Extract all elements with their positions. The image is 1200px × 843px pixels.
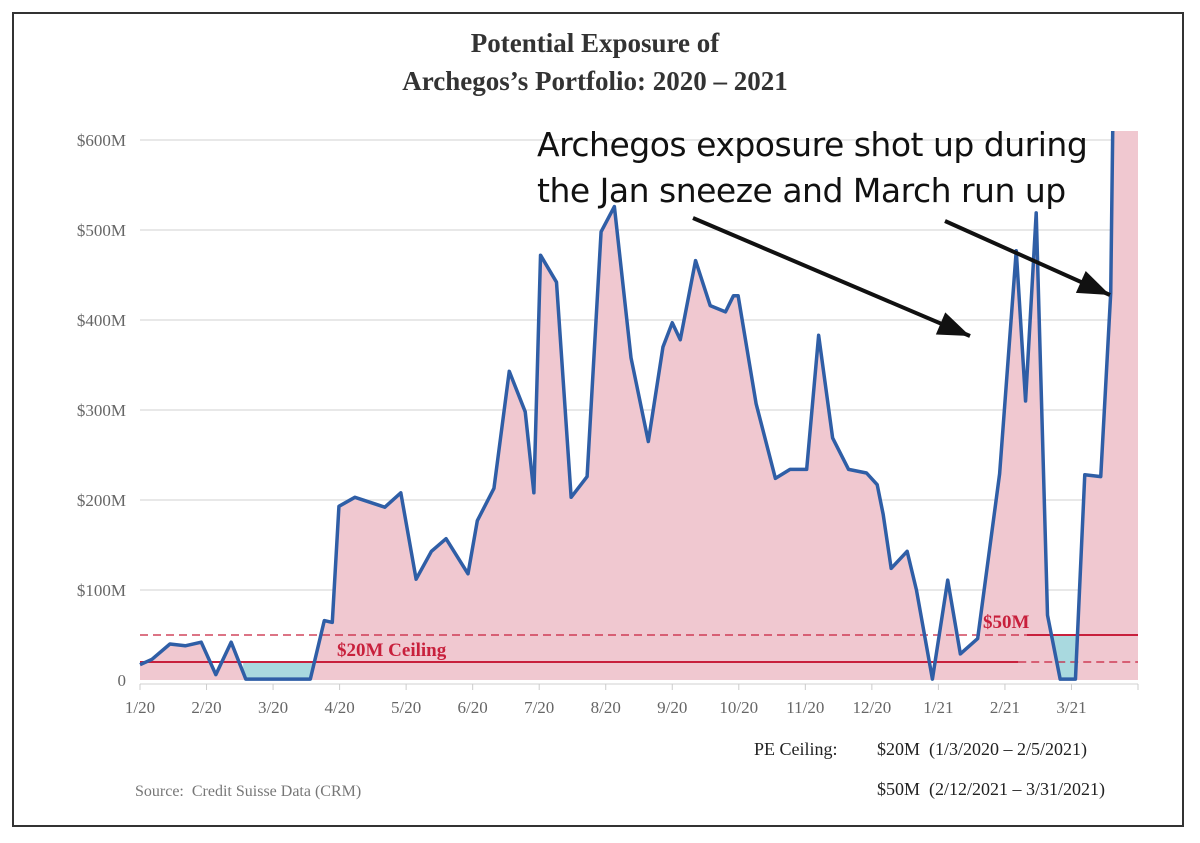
x-tick-label: 8/20	[591, 698, 621, 717]
x-tick-label: 2/20	[191, 698, 221, 717]
x-tick-label: 1/20	[125, 698, 155, 717]
x-tick-label: 2/21	[990, 698, 1020, 717]
chart-frame	[12, 12, 1184, 827]
pe-ceiling-label: PE Ceiling:	[754, 739, 838, 759]
chart-title-line1: Potential Exposure of	[470, 28, 720, 58]
x-tick-label: 4/20	[324, 698, 354, 717]
chart-title-line2: Archegos’s Portfolio: 2020 – 2021	[402, 66, 788, 96]
x-tick-label: 5/20	[391, 698, 421, 717]
y-tick-label: $500M	[77, 221, 126, 240]
annotation-line1: Archegos exposure shot up during	[537, 125, 1088, 164]
y-tick-label: $300M	[77, 401, 126, 420]
x-tick-label: 6/20	[458, 698, 488, 717]
annotation-line2: the Jan sneeze and March run up	[537, 171, 1066, 210]
x-tick-label: 1/21	[923, 698, 953, 717]
x-tick-label: 3/20	[258, 698, 288, 717]
ceiling-20-label: $20M Ceiling	[337, 640, 447, 661]
arrow-jan-head-icon	[935, 312, 970, 336]
x-tick-label: 12/20	[852, 698, 891, 717]
exposure-area	[140, 131, 1138, 680]
annotation-text: Archegos exposure shot up during the Jan…	[537, 122, 1088, 214]
y-tick-label: $200M	[77, 491, 126, 510]
x-tick-label: 10/20	[719, 698, 758, 717]
below-ceiling-area	[243, 662, 327, 680]
y-tick-label: 0	[118, 671, 127, 690]
x-tick-label: 7/20	[524, 698, 554, 717]
source-note: Source: Credit Suisse Data (CRM)	[135, 783, 362, 800]
pe-ceiling-20: $20M (1/3/2020 – 2/5/2021)	[877, 739, 1087, 759]
ceiling-50-label: $50M	[983, 612, 1030, 633]
y-tick-label: $100M	[77, 581, 126, 600]
x-tick-label: 11/20	[786, 698, 824, 717]
pe-ceiling-50: $50M (2/12/2021 – 3/31/2021)	[877, 779, 1105, 799]
exposure-line	[139, 130, 1115, 681]
arrow-jan-shaft	[692, 216, 971, 338]
arrow-march-head-icon	[1075, 270, 1110, 295]
y-tick-label: $400M	[77, 311, 126, 330]
x-tick-label: 9/20	[657, 698, 687, 717]
y-tick-label: $600M	[77, 131, 126, 150]
x-tick-label: 3/21	[1056, 698, 1086, 717]
